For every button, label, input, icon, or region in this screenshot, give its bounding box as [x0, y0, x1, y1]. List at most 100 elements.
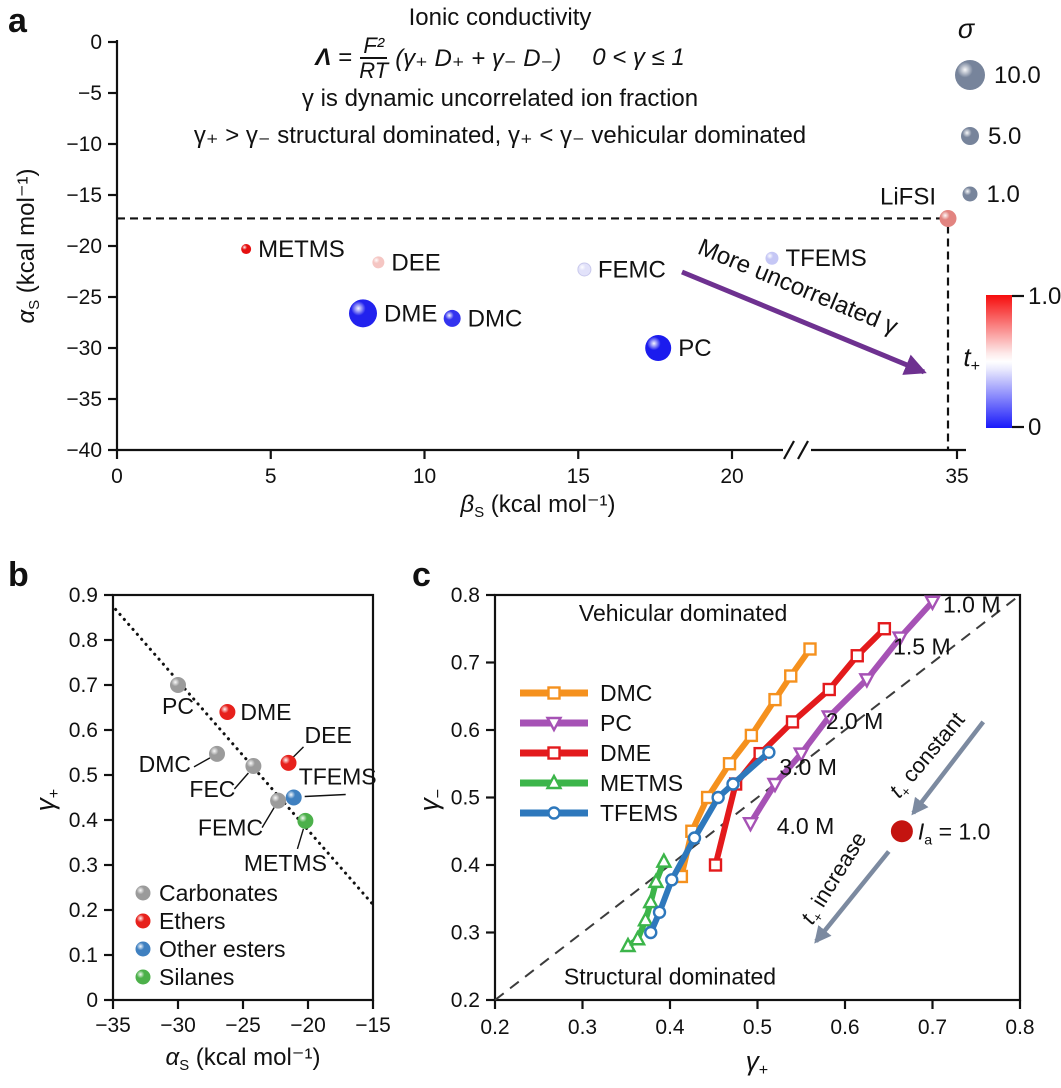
- legend-label-carbonates: Carbonates: [159, 880, 278, 906]
- legend-label-metms: METMS: [600, 770, 683, 796]
- equation-lambda: Λ: [315, 44, 332, 72]
- legend-label-dme: DME: [600, 740, 651, 766]
- point-dee-highlight: [281, 755, 291, 765]
- series-marker-tfems: [711, 790, 725, 805]
- legend-marker-ethers-highlight: [136, 914, 145, 923]
- sigma-legend-bubble-1.0-highlight: [963, 187, 972, 196]
- sigma-legend-title: σ: [958, 14, 976, 44]
- annotation-title: Ionic conductivity: [408, 4, 592, 31]
- leader-fec: [233, 772, 249, 790]
- series-marker-tfems: [762, 745, 776, 759]
- sigma-legend-value-10.0: 10.0: [994, 62, 1041, 89]
- legend-marker-dmc: [547, 686, 561, 700]
- axis-break-slash: [783, 440, 795, 460]
- legend-marker-pc: [545, 716, 563, 733]
- series-marker-tfems: [687, 831, 702, 845]
- panel-a-x-tick-label: 15: [567, 465, 590, 488]
- legend-marker-dme: [547, 746, 561, 760]
- panel-a-y-tick-label: −10: [66, 133, 102, 156]
- panel-c-x-tick-label: 0.2: [480, 1016, 509, 1039]
- point-pc-highlight: [171, 678, 180, 687]
- panel-a-x-tick-label: 35: [945, 465, 968, 488]
- leader-metms: [296, 828, 305, 850]
- leader-dee: [292, 746, 304, 759]
- label-metms: METMS: [258, 236, 345, 263]
- label-dme: DME: [384, 300, 437, 327]
- panel-a: 0 −5 −10 −15 −20 −25 −30 −35 −40 0 5 10 15 20 35 βS (kc…: [13, 14, 1061, 521]
- series-marker-metms: [655, 852, 673, 868]
- sigma-legend-value-1.0: 1.0: [987, 181, 1020, 208]
- point-pc-highlight: [647, 336, 661, 351]
- label-dme: DME: [240, 699, 291, 725]
- series-marker-dmc: [803, 642, 817, 656]
- legend-marker-other-esters-highlight: [136, 942, 145, 951]
- conc-label-10M: 1.0 M: [943, 591, 1001, 617]
- label-dmc: DMC: [468, 305, 523, 332]
- label-lifsi: LiFSI: [880, 183, 936, 210]
- series-marker-pc: [741, 816, 760, 833]
- series-marker-tfems: [644, 925, 658, 940]
- panel-a-y-tick-label: −40: [66, 439, 102, 462]
- label-femc: FEMC: [198, 815, 263, 841]
- colorbar-title: t+: [963, 342, 980, 375]
- leader-tfems: [304, 793, 346, 798]
- label-femc: FEMC: [598, 256, 666, 283]
- legend-label-ethers: Ethers: [159, 908, 225, 934]
- ref-point-label: Ia = 1.0: [918, 818, 991, 848]
- sigma-legend-bubble-10.0-highlight: [957, 61, 973, 78]
- panel-c-x-tick-label: 0.8: [1005, 1016, 1034, 1039]
- legend-label-silanes: Silanes: [159, 964, 234, 990]
- panel-label-b: b: [8, 556, 29, 594]
- point-metms-highlight: [298, 813, 307, 823]
- panel-a-y-tick-label: 0: [90, 31, 102, 54]
- colorbar-min-label: 0: [1028, 414, 1041, 441]
- panel-c-y-tick-label: 0.5: [451, 787, 480, 810]
- panel-c-x-tick-label: 0.7: [918, 1016, 947, 1039]
- equation-equals: =: [338, 44, 353, 72]
- panel-c-y-tick-label: 0.6: [451, 719, 480, 742]
- conc-label-30M: 3.0 M: [779, 754, 837, 780]
- label-tfems: TFEMS: [299, 764, 377, 790]
- trend-dotted-line: [114, 607, 375, 907]
- panel-a-x-tick-label: 0: [111, 465, 123, 488]
- panel-a-x-tick-label: 20: [720, 465, 743, 488]
- ref-point: [890, 820, 913, 843]
- panel-c-x-tick-label: 0.6: [830, 1016, 859, 1039]
- series-marker-metms: [629, 929, 647, 946]
- panel-a-annotation-block: Ionic conductivity Λ = F² RT (γ₊ D₊ + γ₋…: [140, 4, 860, 150]
- series-marker-tfems: [652, 905, 667, 919]
- flow-arrow-label-1: t+ increase: [795, 827, 874, 930]
- panel-b-x-tick-label: −20: [290, 1014, 326, 1037]
- label-fec: FEC: [189, 776, 235, 802]
- series-marker-dmc: [768, 692, 782, 707]
- equation-condition: 0 < γ ≤ 1: [592, 44, 685, 72]
- region-label: Structural dominated: [564, 963, 776, 989]
- panel-c-x-tick-label: 0.5: [743, 1016, 772, 1039]
- panel-b-y-tick-label: 0.2: [69, 899, 98, 922]
- series-marker-pc: [923, 595, 942, 612]
- point-dme-highlight: [220, 705, 229, 714]
- panel-c-y-axis-title: γ−: [414, 789, 447, 811]
- uncorrelated-arrow: [681, 269, 927, 375]
- equation-numerator: F²: [360, 34, 388, 60]
- point-lifsi-highlight: [940, 211, 950, 220]
- panel-b-y-tick-label: 0.4: [69, 809, 99, 832]
- legend-marker-silanes-highlight: [136, 970, 145, 979]
- legend-marker-metms: [545, 773, 563, 790]
- panel-b-y-tick-label: 0.5: [69, 764, 98, 787]
- point-tfems-highlight: [286, 790, 296, 799]
- legend-label-pc: PC: [600, 710, 632, 736]
- label-dmc: DMC: [139, 751, 191, 777]
- label-pc: PC: [678, 335, 711, 362]
- panel-c-y-tick-label: 0.2: [451, 989, 480, 1012]
- leader-dmc: [193, 757, 211, 768]
- t-plus-colorbar: [986, 295, 1012, 428]
- label-pc: PC: [162, 693, 194, 719]
- panel-c-x-axis-title: γ+: [746, 1046, 768, 1079]
- panel-b-y-tick-label: 0.8: [69, 629, 98, 652]
- point-dmc-highlight: [210, 746, 219, 756]
- series-marker-pc: [858, 673, 876, 689]
- series-marker-dme: [708, 858, 723, 872]
